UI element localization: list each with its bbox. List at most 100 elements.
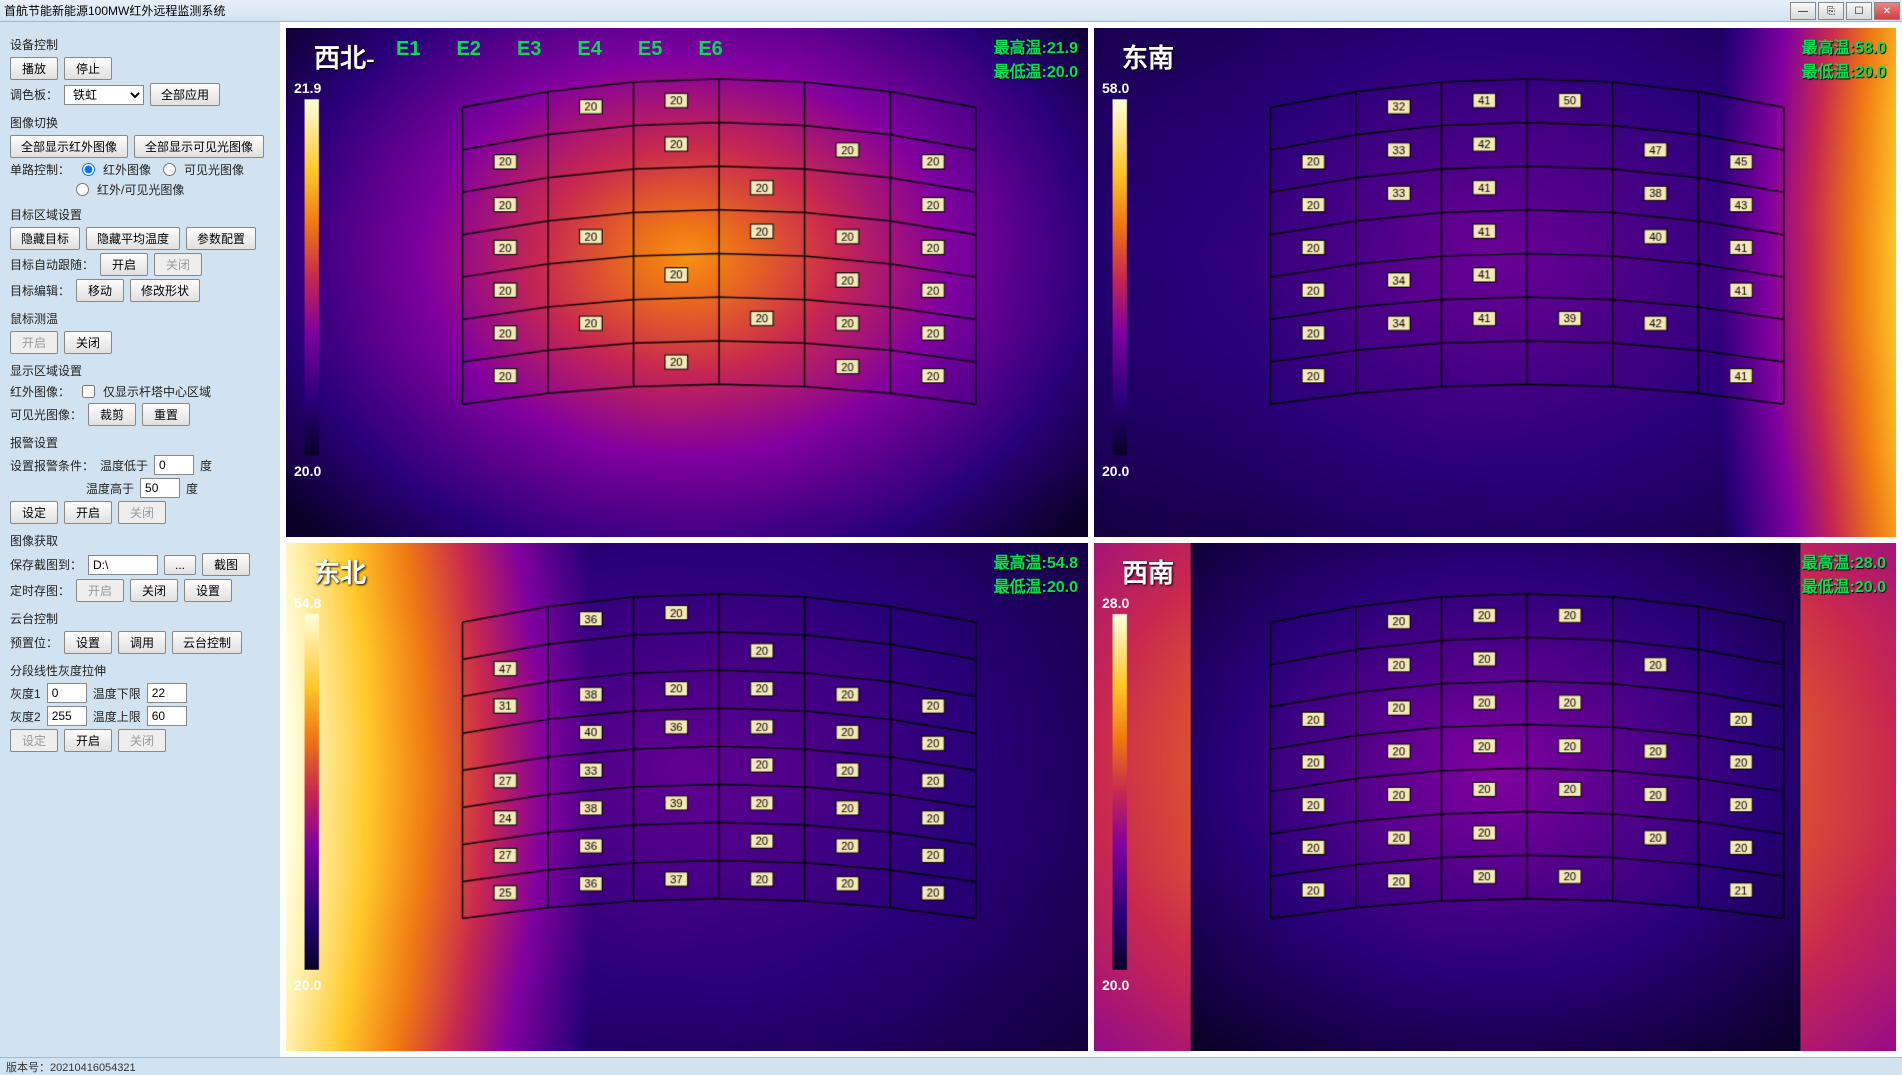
below-label: 温度低于 (100, 457, 148, 474)
scale-top: 58.0 (1102, 80, 1129, 96)
mouse-temp-title: 鼠标测温 (10, 310, 270, 327)
scale-top: 28.0 (1102, 595, 1129, 611)
crop-button[interactable]: 裁剪 (88, 403, 136, 426)
ptz-title: 云台控制 (10, 610, 270, 627)
stretch-on[interactable]: 开启 (64, 729, 112, 752)
opt-vis-label: 可见光图像 (184, 161, 244, 178)
scale-top: 54.8 (294, 595, 321, 611)
min-button[interactable]: — (1790, 2, 1816, 20)
opt-both-label: 红外/可见光图像 (97, 181, 184, 198)
thermal-panel-nw[interactable]: 西北- E1E2E3E4E5E6 最高温:21.9最低温:20.0 21.9 20.0 (286, 28, 1088, 537)
stretch-off[interactable]: 关闭 (118, 729, 166, 752)
move-button[interactable]: 移动 (76, 279, 124, 302)
viewer-grid: 西北- E1E2E3E4E5E6 最高温:21.9最低温:20.0 21.9 20.0 东… (280, 22, 1902, 1057)
temp-info: 最高温:54.8最低温:20.0 (994, 549, 1078, 597)
auto-track-on[interactable]: 开启 (100, 253, 148, 276)
param-button[interactable]: 参数配置 (186, 227, 256, 250)
image-switch-title: 图像切换 (10, 114, 270, 131)
column-labels: E1E2E3E4E5E6 (396, 38, 723, 61)
restore-button[interactable]: ⎘ (1818, 2, 1844, 20)
gray1-input[interactable] (47, 683, 87, 703)
alarm-off-button[interactable]: 关闭 (118, 501, 166, 524)
sidebar: 设备控制 播放 停止 调色板： 铁虹 全部应用 图像切换 全部显示红外图像 全部… (0, 22, 280, 1057)
preset-label: 预置位： (10, 634, 58, 651)
below-unit: 度 (200, 457, 212, 474)
opt-ir-label: 红外图像 (103, 161, 151, 178)
direction-label: 西北- (314, 38, 375, 75)
mouse-temp-off[interactable]: 关闭 (64, 331, 112, 354)
device-control-title: 设备控制 (10, 36, 270, 53)
scale-bot: 20.0 (1102, 977, 1129, 993)
timed-settings[interactable]: 设置 (184, 579, 232, 602)
single-control-label: 单路控制： (10, 161, 70, 178)
temp-info: 最高温:58.0最低温:20.0 (1802, 34, 1886, 82)
auto-track-off[interactable]: 关闭 (154, 253, 202, 276)
stretch-set[interactable]: 设定 (10, 729, 58, 752)
ir-image-label: 红外图像： (10, 383, 70, 400)
all-ir-button[interactable]: 全部显示红外图像 (10, 135, 128, 158)
gray1-label: 灰度1 (10, 685, 41, 702)
stop-button[interactable]: 停止 (64, 57, 112, 80)
center-only-label: 仅显示杆塔中心区域 (103, 383, 211, 400)
linear-stretch-title: 分段线性灰度拉伸 (10, 662, 270, 679)
preset-set[interactable]: 设置 (64, 631, 112, 654)
hide-target-button[interactable]: 隐藏目标 (10, 227, 80, 250)
palette-label: 调色板： (10, 86, 58, 103)
scale-bot: 20.0 (294, 463, 321, 479)
palette-select[interactable]: 铁虹 (64, 85, 144, 105)
opt-both-radio[interactable] (76, 183, 89, 196)
close-button[interactable]: ✕ (1874, 2, 1900, 20)
screenshot-button[interactable]: 截图 (202, 553, 250, 576)
scale-top: 21.9 (294, 80, 321, 96)
apply-all-button[interactable]: 全部应用 (150, 83, 220, 106)
thermal-panel-ne[interactable]: 东北最高温:54.8最低温:20.054.820.0 (286, 543, 1088, 1052)
temp-info: 最高温:21.9最低温:20.0 (994, 34, 1078, 82)
alarm-title: 报警设置 (10, 434, 270, 451)
timed-off[interactable]: 关闭 (130, 579, 178, 602)
direction-label: 东北 (314, 553, 366, 590)
mouse-temp-on[interactable]: 开启 (10, 331, 58, 354)
center-only-checkbox[interactable] (82, 385, 95, 398)
save-to-label: 保存截图到： (10, 556, 82, 573)
timed-label: 定时存图： (10, 582, 70, 599)
above-label: 温度高于 (86, 480, 134, 497)
thermal-panel-se[interactable]: 东南最高温:58.0最低温:20.058.020.0 (1094, 28, 1896, 537)
version-label: 版本号： (6, 1062, 50, 1074)
vis-image-label: 可见光图像： (10, 406, 82, 423)
app-title: 首航节能新能源100MW红外远程监测系统 (4, 2, 225, 19)
direction-label: 西南 (1122, 553, 1174, 590)
display-region-title: 显示区域设置 (10, 362, 270, 379)
browse-button[interactable]: ... (164, 555, 196, 575)
above-input[interactable] (140, 478, 180, 498)
capture-title: 图像获取 (10, 532, 270, 549)
path-input[interactable] (88, 555, 158, 575)
preset-call[interactable]: 调用 (118, 631, 166, 654)
all-vis-button[interactable]: 全部显示可见光图像 (134, 135, 264, 158)
direction-label: 东南 (1122, 38, 1174, 75)
target-region-title: 目标区域设置 (10, 206, 270, 223)
reshape-button[interactable]: 修改形状 (130, 279, 200, 302)
ptz-control[interactable]: 云台控制 (172, 631, 242, 654)
target-edit-label: 目标编辑： (10, 282, 70, 299)
max-button[interactable]: ☐ (1846, 2, 1872, 20)
statusbar: 版本号：20210416054321 (0, 1057, 1902, 1075)
tmax-input[interactable] (147, 706, 187, 726)
play-button[interactable]: 播放 (10, 57, 58, 80)
tmin-input[interactable] (147, 683, 187, 703)
opt-vis-radio[interactable] (163, 163, 176, 176)
alarm-cond-label: 设置报警条件： (10, 457, 94, 474)
reset-button[interactable]: 重置 (142, 403, 190, 426)
alarm-set-button[interactable]: 设定 (10, 501, 58, 524)
opt-ir-radio[interactable] (82, 163, 95, 176)
version-value: 20210416054321 (50, 1062, 136, 1074)
auto-track-label: 目标自动跟随： (10, 256, 94, 273)
below-input[interactable] (154, 455, 194, 475)
tmin-label: 温度下限 (93, 685, 141, 702)
gray2-input[interactable] (47, 706, 87, 726)
temp-info: 最高温:28.0最低温:20.0 (1802, 549, 1886, 597)
gray2-label: 灰度2 (10, 708, 41, 725)
thermal-panel-sw[interactable]: 西南 最高温:28.0最低温:20.0 28.0 20.0 (1094, 543, 1896, 1052)
hide-avg-button[interactable]: 隐藏平均温度 (86, 227, 180, 250)
timed-on[interactable]: 开启 (76, 579, 124, 602)
alarm-on-button[interactable]: 开启 (64, 501, 112, 524)
